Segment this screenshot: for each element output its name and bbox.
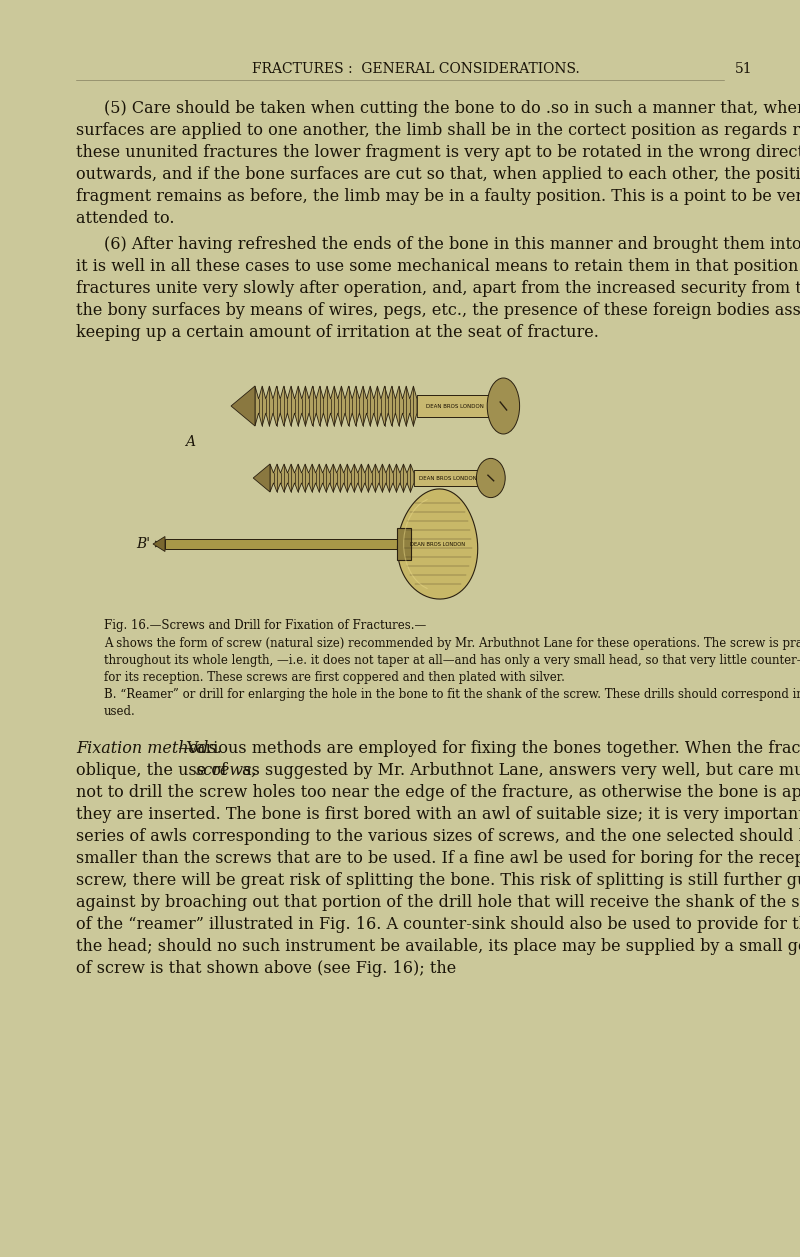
Text: fractures unite very slowly after operation, and, apart from the increased secur: fractures unite very slowly after operat… <box>76 280 800 297</box>
Text: Fig. 16.—Screws and Drill for Fixation of Fractures.—: Fig. 16.—Screws and Drill for Fixation o… <box>104 618 426 632</box>
Text: it is well in all these cases to use some mechanical means to retain them in tha: it is well in all these cases to use som… <box>76 258 800 275</box>
Text: (5) Care should be taken when cutting the bone to do .so in such a manner that, : (5) Care should be taken when cutting th… <box>104 101 800 117</box>
Text: series of awls corresponding to the various sizes of screws, and the one selecte: series of awls corresponding to the vari… <box>76 828 800 845</box>
Polygon shape <box>153 537 165 552</box>
Text: Various methods are employed for fixing the bones together. When the fracture is: Various methods are employed for fixing … <box>186 740 800 757</box>
Text: A: A <box>185 435 195 449</box>
Text: (6) After having refreshed the ends of the bone in this manner and brought them : (6) After having refreshed the ends of t… <box>104 236 800 253</box>
FancyBboxPatch shape <box>397 528 411 561</box>
Polygon shape <box>231 386 255 426</box>
Polygon shape <box>255 386 417 426</box>
Text: these ununited fractures the lower fragment is very apt to be rotated in the wro: these ununited fractures the lower fragm… <box>76 145 800 161</box>
Text: screw, there will be great risk of splitting the bone. This risk of splitting is: screw, there will be great risk of split… <box>76 872 800 889</box>
Text: surfaces are applied to one another, the limb shall be in the cortect position a: surfaces are applied to one another, the… <box>76 122 800 140</box>
Ellipse shape <box>477 459 506 498</box>
Text: of the “reamer” illustrated in Fig. 16. A counter-sink should also be used to pr: of the “reamer” illustrated in Fig. 16. … <box>76 916 800 933</box>
FancyBboxPatch shape <box>414 470 482 485</box>
Text: keeping up a certain amount of irritation at the seat of fracture.: keeping up a certain amount of irritatio… <box>76 324 599 341</box>
Text: oblique, the use of: oblique, the use of <box>76 762 232 779</box>
Text: DEAN BROS LONDON: DEAN BROS LONDON <box>418 475 477 480</box>
Text: they are inserted. The bone is first bored with an awl of suitable size; it is v: they are inserted. The bone is first bor… <box>76 806 800 823</box>
Text: B. “Reamer” or drill for enlarging the hole in the bone to fit the shank of the : B. “Reamer” or drill for enlarging the h… <box>104 688 800 701</box>
Text: the head; should no such instrument be available, its place may be supplied by a: the head; should no such instrument be a… <box>76 938 800 955</box>
Text: attended to.: attended to. <box>76 210 174 228</box>
Text: as suggested by Mr. Arbuthnot Lane, answers very well, but care must be taken: as suggested by Mr. Arbuthnot Lane, answ… <box>238 762 800 779</box>
Text: not to drill the screw holes too near the edge of the fracture, as otherwise the: not to drill the screw holes too near th… <box>76 784 800 801</box>
Text: A shows the form of screw (natural size) recommended by Mr. Arbuthnot Lane for t: A shows the form of screw (natural size)… <box>104 637 800 650</box>
Text: of screw is that shown above (see Fig. 16); the: of screw is that shown above (see Fig. 1… <box>76 960 456 977</box>
Polygon shape <box>253 464 270 491</box>
Text: DEAN BROS LONDON: DEAN BROS LONDON <box>426 403 484 409</box>
Text: —: — <box>178 740 194 757</box>
Text: fragment remains as before, the limb may be in a faulty position. This is a poin: fragment remains as before, the limb may… <box>76 189 800 205</box>
Text: outwards, and if the bone surfaces are cut so that, when applied to each other, : outwards, and if the bone surfaces are c… <box>76 166 800 184</box>
FancyBboxPatch shape <box>165 539 397 549</box>
Text: smaller than the screws that are to be used. If a fine awl be used for boring fo: smaller than the screws that are to be u… <box>76 850 800 867</box>
Text: DEAN BROS LONDON: DEAN BROS LONDON <box>410 542 465 547</box>
Text: for its reception. These screws are first coppered and then plated with silver.: for its reception. These screws are firs… <box>104 671 565 684</box>
Text: 51: 51 <box>734 62 752 75</box>
Text: against by broaching out that portion of the drill hole that will receive the sh: against by broaching out that portion of… <box>76 894 800 911</box>
Polygon shape <box>270 464 414 491</box>
FancyBboxPatch shape <box>417 395 493 417</box>
Text: throughout its whole length, —i.e. it does not taper at all—and has only a very : throughout its whole length, —i.e. it do… <box>104 654 800 667</box>
Text: Fixation methods.: Fixation methods. <box>76 740 222 757</box>
Text: FRACTURES :  GENERAL CONSIDERATIONS.: FRACTURES : GENERAL CONSIDERATIONS. <box>252 62 580 75</box>
Text: B': B' <box>136 537 150 551</box>
Polygon shape <box>398 489 478 600</box>
Ellipse shape <box>487 378 520 434</box>
Text: screws,: screws, <box>196 762 257 779</box>
Text: the bony surfaces by means of wires, pegs, etc., the presence of these foreign b: the bony surfaces by means of wires, peg… <box>76 302 800 319</box>
Text: used.: used. <box>104 705 136 718</box>
